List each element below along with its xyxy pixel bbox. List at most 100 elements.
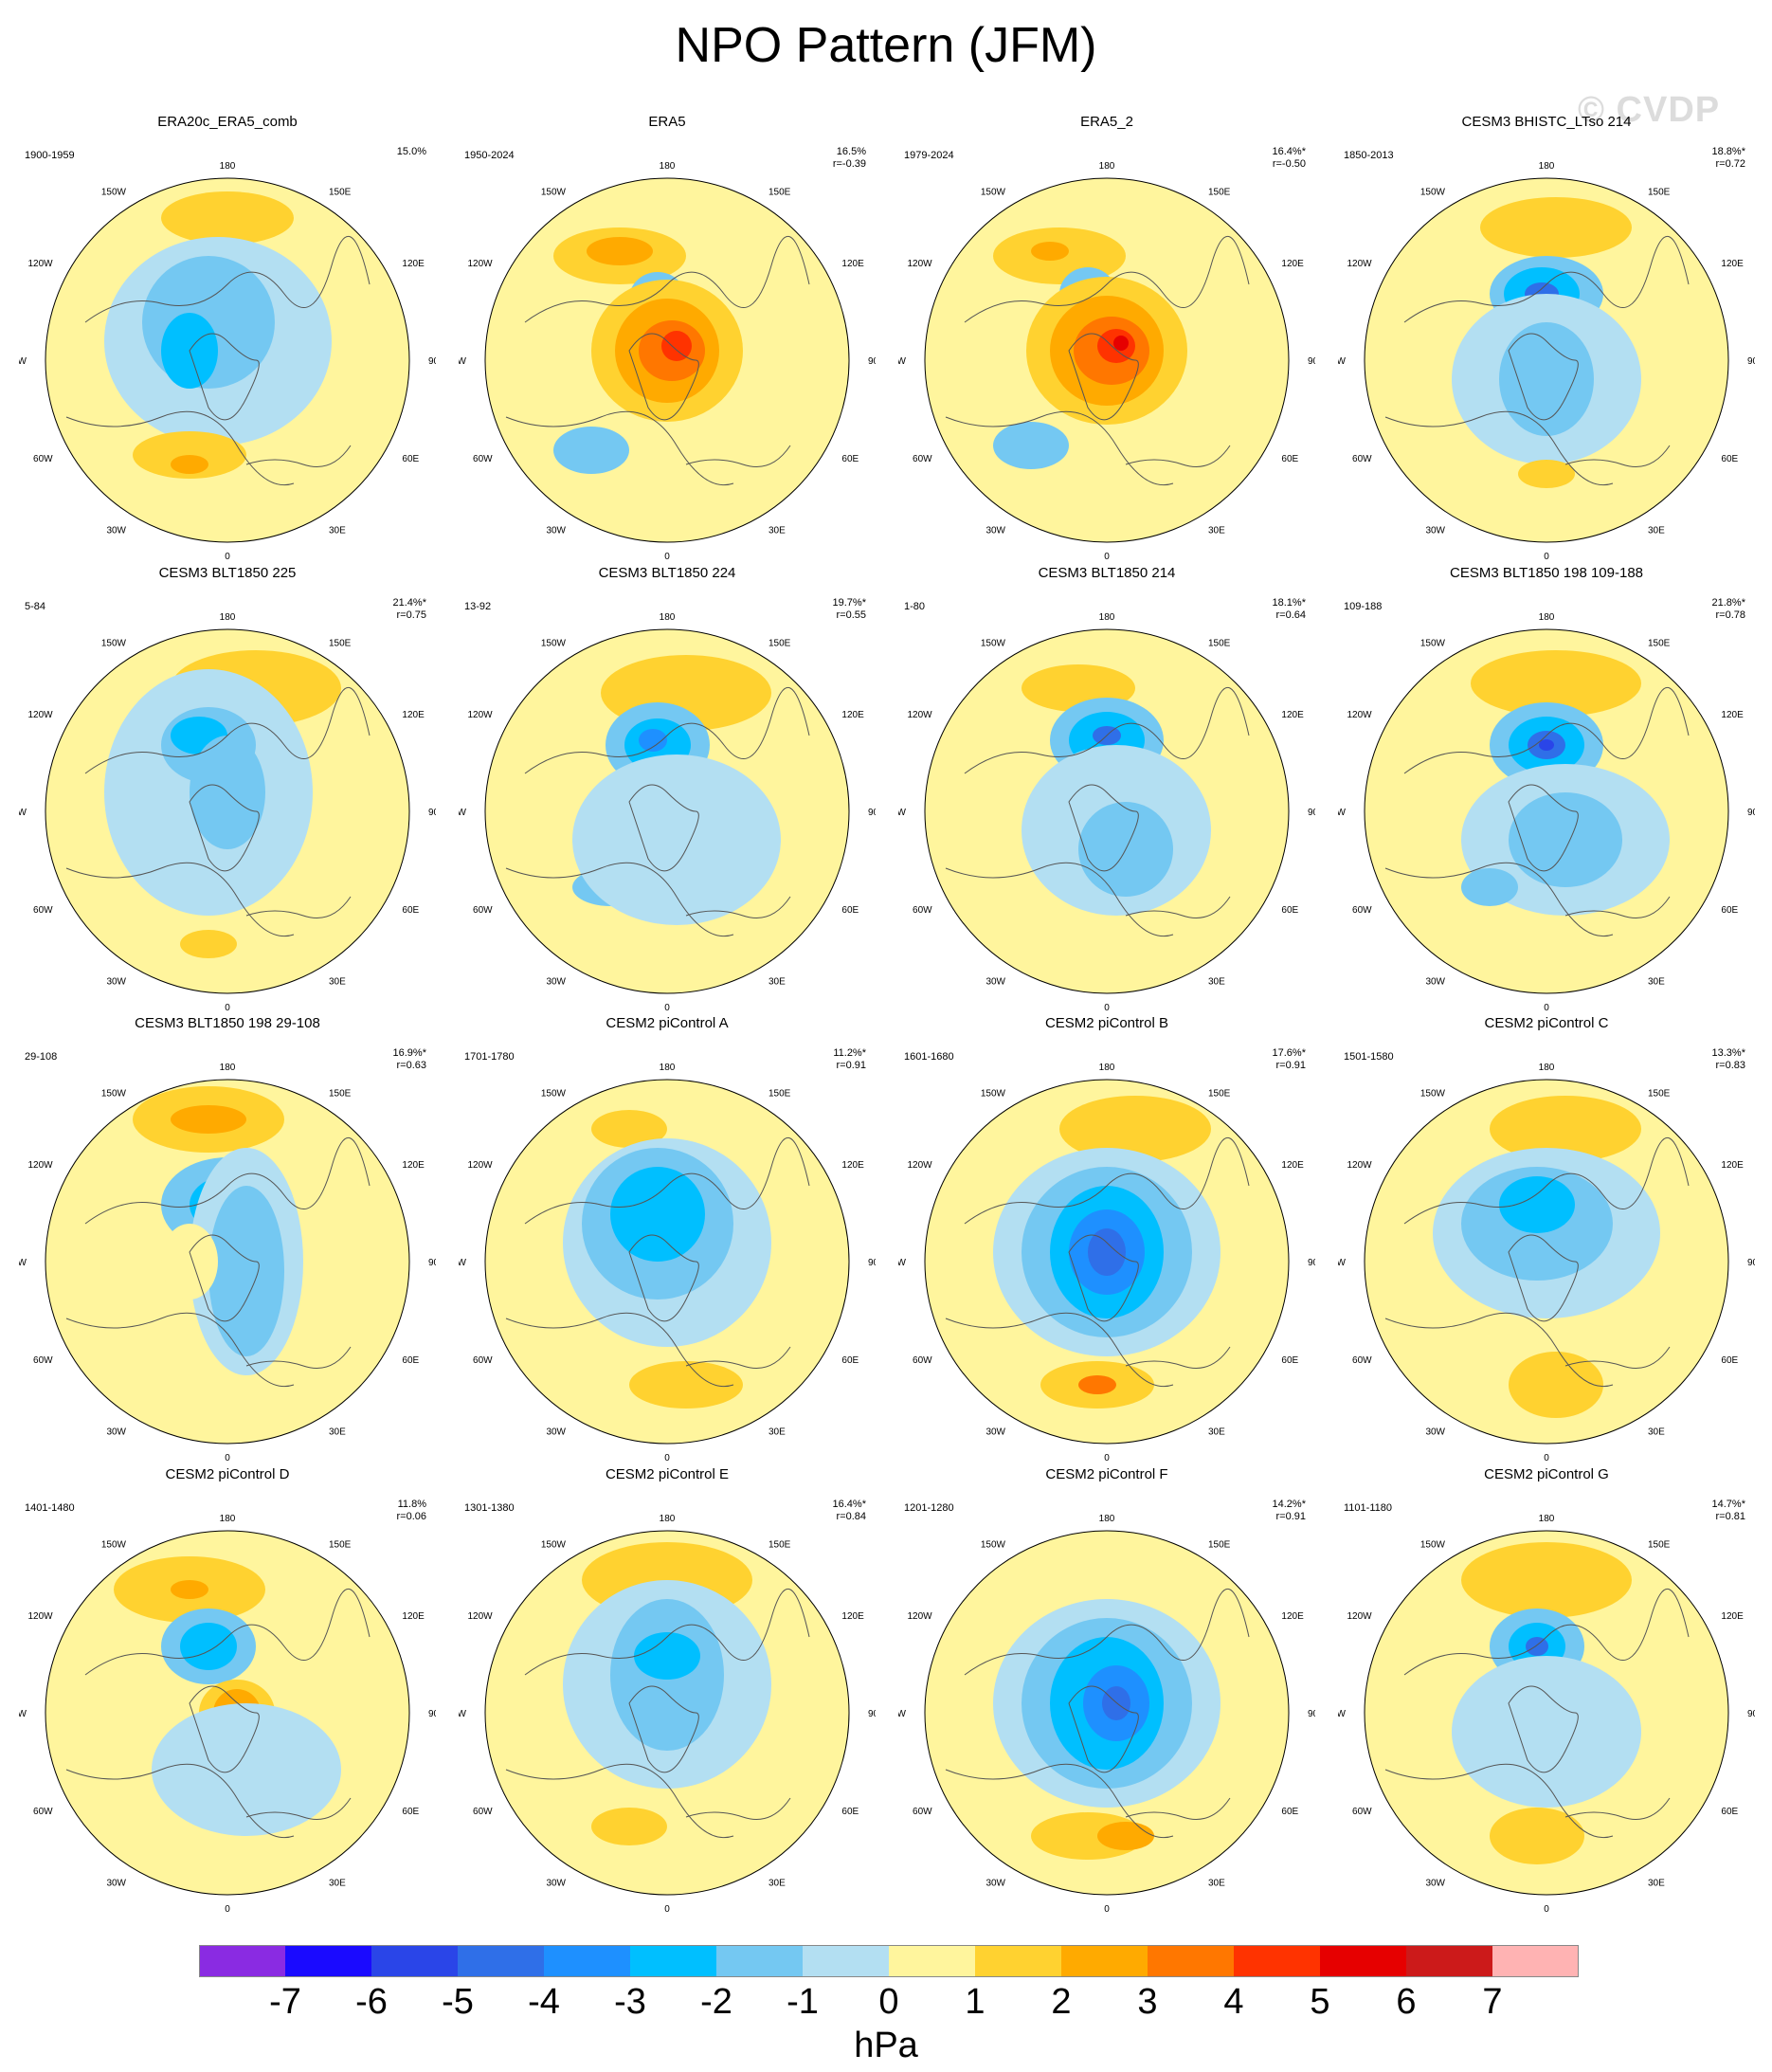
longitude-label: 0 bbox=[225, 1453, 230, 1461]
variance-explained: 18.1%* bbox=[1272, 597, 1306, 609]
longitude-label: 90E bbox=[1747, 808, 1755, 818]
colorbar bbox=[199, 1945, 1579, 1977]
colorbar-segment bbox=[1406, 1945, 1493, 1977]
longitude-label: 120E bbox=[402, 710, 425, 720]
longitude-label: 60W bbox=[473, 905, 493, 916]
anomaly-contour bbox=[1113, 336, 1129, 351]
panel-period: 1301-1380 bbox=[464, 1502, 515, 1514]
longitude-label: 180 bbox=[1099, 1514, 1115, 1524]
colorbar-segment bbox=[1148, 1945, 1235, 1977]
panel-title: CESM2 piControl C bbox=[1484, 1015, 1609, 1031]
longitude-label: 90E bbox=[1308, 808, 1315, 818]
anomaly-contour bbox=[634, 1632, 700, 1680]
panel-title: CESM3 BLT1850 198 29-108 bbox=[135, 1015, 320, 1031]
longitude-label: 30W bbox=[1425, 976, 1445, 987]
longitude-label: 30E bbox=[1648, 525, 1665, 536]
longitude-label: 150W bbox=[981, 1540, 1006, 1551]
longitude-label: 90W bbox=[19, 1709, 27, 1719]
longitude-label: 0 bbox=[1544, 552, 1549, 559]
anomaly-contour bbox=[1022, 1542, 1192, 1618]
anomaly-contour bbox=[1461, 1542, 1632, 1618]
colorbar-tick-label: -4 bbox=[528, 1982, 560, 2022]
polar-map: 180 150E 120E 90E 60E 30E 0 30W 60W 90W 120W 150W bbox=[19, 1514, 436, 1912]
panel-period: 1-80 bbox=[904, 601, 926, 612]
longitude-label: 30W bbox=[1425, 1878, 1445, 1888]
coastline bbox=[505, 1588, 810, 1839]
longitude-label: 150W bbox=[1420, 1540, 1446, 1551]
longitude-label: 180 bbox=[1099, 612, 1115, 623]
coastline bbox=[65, 1588, 371, 1839]
longitude-label: 120W bbox=[907, 259, 932, 269]
panel-stats: 14.2%* r=0.91 bbox=[1273, 1499, 1306, 1523]
panel-title: CESM3 BLT1850 198 109-188 bbox=[1449, 565, 1644, 581]
polar-map: 180 150E 120E 90E 60E 30E 0 30W 60W 90W 120W 150W bbox=[898, 1514, 1315, 1912]
map-border bbox=[45, 177, 410, 543]
anomaly-contour bbox=[553, 427, 629, 474]
longitude-label: 0 bbox=[1544, 1453, 1549, 1461]
anomaly-contour bbox=[591, 1808, 667, 1845]
panel-stats: 19.7%* r=0.55 bbox=[833, 597, 866, 622]
anomaly-contour bbox=[993, 422, 1069, 469]
longitude-label: 90W bbox=[898, 808, 907, 818]
longitude-label: 90W bbox=[1338, 356, 1347, 367]
panel-title: CESM3 BLT1850 214 bbox=[1038, 565, 1176, 581]
longitude-label: 150E bbox=[1648, 1540, 1671, 1551]
colorbar-tick-label: -6 bbox=[355, 1982, 388, 2022]
longitude-label: 180 bbox=[220, 1063, 236, 1073]
longitude-label: 120W bbox=[467, 1611, 493, 1622]
longitude-label: 180 bbox=[1099, 161, 1115, 172]
polar-map: 180 150E 120E 90E 60E 30E 0 30W 60W 90W 120W 150W bbox=[19, 161, 436, 559]
panel-stats: 16.9%* r=0.63 bbox=[393, 1047, 426, 1072]
longitude-label: 30W bbox=[1425, 525, 1445, 536]
variance-explained: 14.2%* bbox=[1272, 1499, 1306, 1510]
longitude-label: 60E bbox=[1721, 905, 1738, 916]
polar-map: 180 150E 120E 90E 60E 30E 0 30W 60W 90W 120W 150W bbox=[459, 161, 876, 559]
variance-explained: 16.4%* bbox=[1272, 146, 1306, 157]
longitude-label: 90W bbox=[898, 356, 907, 367]
longitude-label: 120W bbox=[467, 710, 493, 720]
longitude-label: 120E bbox=[841, 1611, 864, 1622]
longitude-label: 120W bbox=[1347, 710, 1372, 720]
longitude-label: 150W bbox=[101, 1540, 127, 1551]
pattern-correlation: r=0.63 bbox=[396, 1060, 427, 1071]
panel-period: 1900-1959 bbox=[25, 150, 75, 161]
longitude-label: 150E bbox=[768, 188, 791, 198]
polar-map: 180 150E 120E 90E 60E 30E 0 30W 60W 90W 120W 150W bbox=[459, 612, 876, 1010]
anomaly-contour bbox=[171, 1105, 246, 1134]
polar-map: 180 150E 120E 90E 60E 30E 0 30W 60W 90W 120W 150W bbox=[1338, 612, 1755, 1010]
longitude-label: 180 bbox=[660, 612, 676, 623]
longitude-label: 90E bbox=[428, 1709, 436, 1719]
longitude-label: 60W bbox=[913, 1355, 932, 1366]
longitude-label: 180 bbox=[1099, 1063, 1115, 1073]
longitude-label: 30E bbox=[1208, 976, 1225, 987]
colorbar-segment bbox=[458, 1945, 545, 1977]
longitude-label: 150E bbox=[1208, 1540, 1231, 1551]
longitude-label: 0 bbox=[225, 1003, 230, 1010]
anomaly-contour bbox=[1509, 1352, 1603, 1418]
longitude-label: 120W bbox=[27, 1160, 53, 1171]
map-panel: CESM2 piControl C 1501-1580 13.3%* r=0.83 18… bbox=[1338, 1015, 1755, 1461]
longitude-label: 150E bbox=[768, 639, 791, 649]
longitude-label: 120E bbox=[1721, 1160, 1744, 1171]
colorbar-segment bbox=[803, 1945, 890, 1977]
panel-period: 109-188 bbox=[1344, 601, 1383, 612]
longitude-label: 180 bbox=[220, 161, 236, 172]
coastline bbox=[65, 686, 371, 937]
longitude-label: 0 bbox=[1544, 1904, 1549, 1912]
panel-period: 1701-1780 bbox=[464, 1051, 515, 1063]
pattern-correlation: r=0.64 bbox=[1275, 609, 1307, 621]
longitude-label: 150E bbox=[1208, 1089, 1231, 1100]
panel-title: ERA20c_ERA5_comb bbox=[157, 114, 298, 130]
panel-title: CESM2 piControl A bbox=[606, 1015, 729, 1031]
longitude-label: 30W bbox=[985, 976, 1005, 987]
anomaly-contour bbox=[1088, 1228, 1126, 1276]
longitude-label: 60W bbox=[473, 1807, 493, 1817]
panel-period: 1950-2024 bbox=[464, 150, 515, 161]
colorbar-tick-label: 0 bbox=[878, 1982, 899, 2022]
longitude-label: 60E bbox=[1281, 1807, 1298, 1817]
colorbar-tick-label: -7 bbox=[269, 1982, 301, 2022]
panel-stats: 13.3%* r=0.83 bbox=[1712, 1047, 1745, 1072]
panel-stats: 21.8%* r=0.78 bbox=[1712, 597, 1745, 622]
longitude-label: 90W bbox=[1338, 1709, 1347, 1719]
variance-explained: 16.4%* bbox=[832, 1499, 866, 1510]
